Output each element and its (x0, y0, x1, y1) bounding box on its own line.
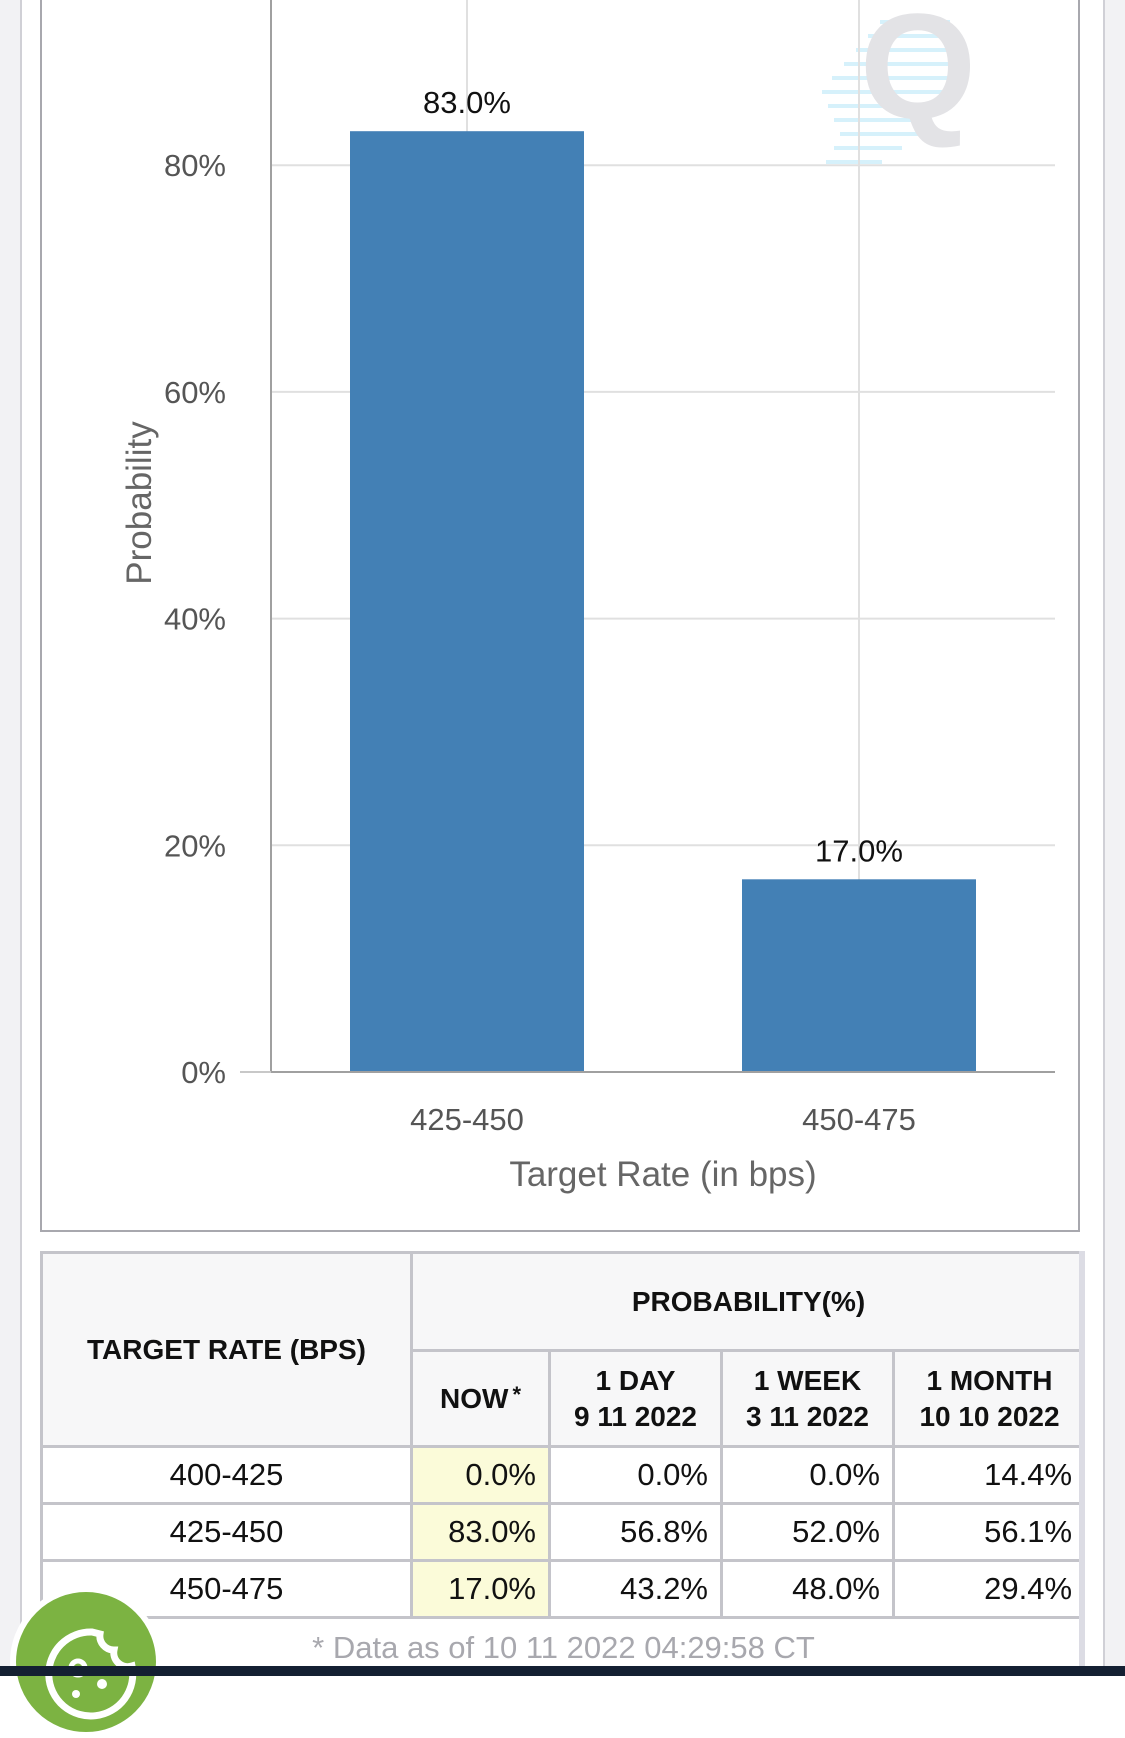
column-header-1-day-date: 9 11 2022 (573, 1400, 698, 1432)
column-header-1-day: 1 DAY 9 11 2022 (548, 1349, 723, 1448)
left-page-border (0, 0, 22, 1676)
y-axis-title: Probability (120, 421, 159, 585)
now-footnote-marker: * (512, 1381, 521, 1407)
table-row: 425-450 83.0% 56.8% 52.0% 56.1% (40, 1502, 1079, 1562)
column-header-1-month: 1 MONTH 10 10 2022 (891, 1349, 1079, 1448)
chart-bars (350, 131, 976, 1072)
probability-table: TARGET RATE (BPS) PROBABILITY(%) NOW * 1 … (40, 1251, 1079, 1676)
probability-group-header: PROBABILITY(%) (409, 1251, 1079, 1352)
column-header-1-month-label: 1 MONTH (926, 1364, 1053, 1396)
column-header-1-month-date: 10 10 2022 (919, 1400, 1060, 1432)
y-tick-label: 0% (181, 1055, 226, 1090)
probability-chart-panel: Q 0% 20% 40% 60% 80% 83.0% 425-450 17.0% 450-475… (40, 0, 1080, 1232)
probability-bar-chart: Q 0% 20% 40% 60% 80% 83.0% 425-450 17.0% 450-475… (120, 0, 1055, 1194)
row-1-week-cell: 52.0% (720, 1502, 895, 1562)
cookie-icon (45, 1628, 137, 1720)
table-row: 400-425 0.0% 0.0% 0.0% 14.4% (40, 1445, 1079, 1505)
target-rate-header: TARGET RATE (BPS) (40, 1251, 413, 1448)
chart-axes (240, 0, 1055, 1073)
column-header-1-week-label: 1 WEEK (753, 1364, 862, 1396)
row-rate-cell: 425-450 (40, 1502, 413, 1562)
row-1-day-cell: 56.8% (548, 1502, 723, 1562)
watermark-speed-lines-icon (822, 20, 950, 164)
row-now-cell: 17.0% (410, 1559, 551, 1619)
row-1-month-cell: 14.4% (891, 1445, 1079, 1505)
table-row: 450-475 17.0% 43.2% 48.0% 29.4% (40, 1559, 1079, 1619)
x-tick-label: 450-475 (802, 1102, 916, 1137)
x-tick-label: 425-450 (410, 1102, 524, 1137)
y-tick-label: 80% (164, 148, 226, 183)
row-1-month-cell: 29.4% (891, 1559, 1079, 1619)
row-now-cell: 0.0% (410, 1445, 551, 1505)
row-1-week-cell: 0.0% (720, 1445, 895, 1505)
row-now-cell: 83.0% (410, 1502, 551, 1562)
row-rate-cell: 400-425 (40, 1445, 413, 1505)
bar-450-475[interactable] (742, 879, 976, 1072)
column-header-1-week: 1 WEEK 3 11 2022 (720, 1349, 895, 1448)
right-page-border (1103, 0, 1125, 1676)
column-header-now: NOW * (410, 1349, 551, 1448)
row-1-month-cell: 56.1% (891, 1502, 1079, 1562)
y-tick-label: 40% (164, 602, 226, 637)
bottom-navigation-bar (0, 1666, 1125, 1676)
column-header-now-label: NOW (440, 1382, 509, 1414)
x-axis-title: Target Rate (in bps) (509, 1155, 816, 1194)
column-header-1-day-label: 1 DAY (595, 1364, 676, 1396)
bar-425-450[interactable] (350, 131, 584, 1072)
y-tick-label: 60% (164, 375, 226, 410)
row-1-day-cell: 0.0% (548, 1445, 723, 1505)
column-header-1-week-date: 3 11 2022 (745, 1400, 870, 1432)
cookie-settings-button[interactable] (10, 1586, 162, 1738)
row-1-week-cell: 48.0% (720, 1559, 895, 1619)
chart-labels: 0% 20% 40% 60% 80% 83.0% 425-450 17.0% 450-475 Ta… (120, 85, 916, 1194)
y-tick-label: 20% (164, 828, 226, 863)
bar-data-label: 83.0% (423, 85, 511, 120)
row-1-day-cell: 43.2% (548, 1559, 723, 1619)
watermark-logo: Q (822, 0, 977, 164)
probability-table-container: TARGET RATE (BPS) PROBABILITY(%) NOW * 1 … (40, 1251, 1085, 1676)
watermark-letter: Q (860, 0, 977, 150)
bar-data-label: 17.0% (815, 833, 903, 868)
